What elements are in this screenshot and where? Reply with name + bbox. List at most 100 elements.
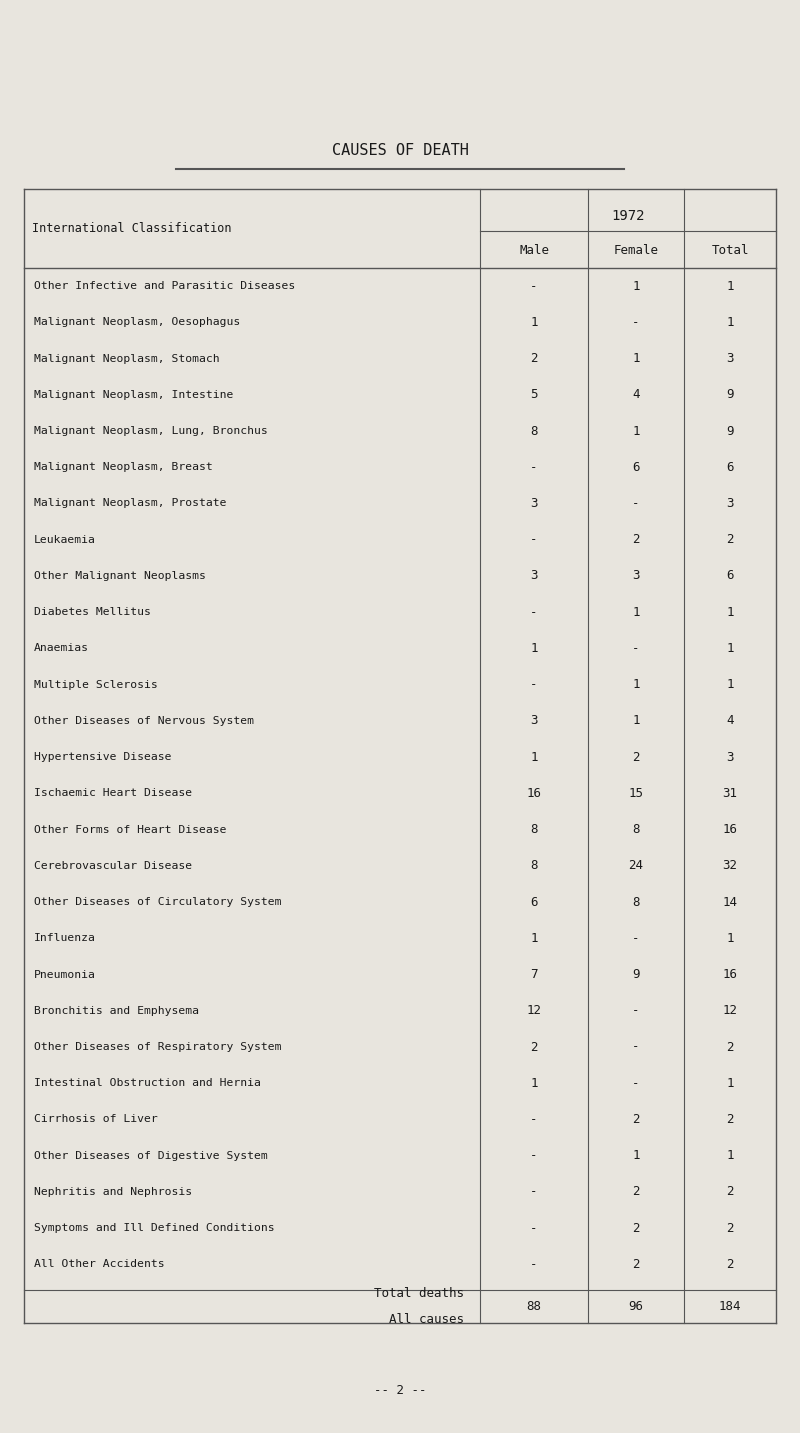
Text: 1: 1: [632, 1149, 640, 1162]
Text: 3: 3: [530, 715, 538, 728]
Text: 1: 1: [632, 353, 640, 365]
Text: 2: 2: [726, 1258, 734, 1271]
Text: 6: 6: [726, 461, 734, 474]
Text: All causes: All causes: [389, 1313, 464, 1326]
Text: 8: 8: [530, 823, 538, 835]
Text: 16: 16: [722, 823, 738, 835]
Text: 1: 1: [530, 751, 538, 764]
Text: 2: 2: [632, 1113, 640, 1126]
Text: 6: 6: [530, 896, 538, 909]
Text: 1: 1: [726, 1149, 734, 1162]
Text: 15: 15: [629, 787, 643, 800]
Text: 2: 2: [726, 1113, 734, 1126]
Text: 2: 2: [632, 1258, 640, 1271]
Text: 32: 32: [722, 860, 738, 873]
Text: Other Diseases of Nervous System: Other Diseases of Nervous System: [34, 716, 254, 727]
Text: Malignant Neoplasm, Stomach: Malignant Neoplasm, Stomach: [34, 354, 219, 364]
Text: CAUSES OF DEATH: CAUSES OF DEATH: [331, 143, 469, 158]
Text: 2: 2: [530, 353, 538, 365]
Text: 16: 16: [722, 969, 738, 982]
Text: -- 2 --: -- 2 --: [374, 1383, 426, 1397]
Text: 9: 9: [632, 969, 640, 982]
Text: Pneumonia: Pneumonia: [34, 970, 95, 980]
Text: -: -: [632, 1005, 640, 1017]
Text: 3: 3: [726, 353, 734, 365]
Text: Symptoms and Ill Defined Conditions: Symptoms and Ill Defined Conditions: [34, 1224, 274, 1234]
Text: 9: 9: [726, 388, 734, 401]
Text: -: -: [530, 533, 538, 546]
Text: -: -: [632, 931, 640, 944]
Text: Total deaths: Total deaths: [374, 1287, 464, 1300]
Text: -: -: [530, 678, 538, 691]
Text: 3: 3: [632, 569, 640, 582]
Text: 31: 31: [722, 787, 738, 800]
Text: 5: 5: [530, 388, 538, 401]
Text: International Classification: International Classification: [32, 222, 231, 235]
Text: Other Forms of Heart Disease: Other Forms of Heart Disease: [34, 824, 226, 834]
Text: Leukaemia: Leukaemia: [34, 535, 95, 545]
Text: Malignant Neoplasm, Lung, Bronchus: Malignant Neoplasm, Lung, Bronchus: [34, 426, 267, 436]
Text: Influenza: Influenza: [34, 933, 95, 943]
Text: 1: 1: [726, 931, 734, 944]
Text: Cirrhosis of Liver: Cirrhosis of Liver: [34, 1115, 158, 1125]
Text: Other Diseases of Digestive System: Other Diseases of Digestive System: [34, 1151, 267, 1161]
Text: -: -: [632, 642, 640, 655]
Text: -: -: [530, 461, 538, 474]
Text: 8: 8: [530, 424, 538, 437]
Text: 1: 1: [726, 1076, 734, 1089]
Text: -: -: [530, 1185, 538, 1198]
Text: Intestinal Obstruction and Hernia: Intestinal Obstruction and Hernia: [34, 1078, 261, 1088]
Text: 1: 1: [726, 315, 734, 328]
Text: 1: 1: [530, 642, 538, 655]
Text: 96: 96: [629, 1300, 643, 1313]
Text: 2: 2: [726, 1040, 734, 1053]
Text: 1: 1: [530, 1076, 538, 1089]
Text: Male: Male: [519, 244, 549, 258]
Text: 2: 2: [632, 751, 640, 764]
Text: Total: Total: [711, 244, 749, 258]
Text: 1: 1: [632, 606, 640, 619]
Text: 3: 3: [530, 497, 538, 510]
Text: 14: 14: [722, 896, 738, 909]
Text: 8: 8: [530, 860, 538, 873]
Text: 16: 16: [526, 787, 542, 800]
Text: 1: 1: [530, 931, 538, 944]
Text: 8: 8: [632, 823, 640, 835]
Text: 6: 6: [632, 461, 640, 474]
Text: 1: 1: [726, 678, 734, 691]
Text: Malignant Neoplasm, Oesophagus: Malignant Neoplasm, Oesophagus: [34, 317, 240, 327]
Text: 184: 184: [718, 1300, 742, 1313]
Text: -: -: [530, 279, 538, 292]
Text: 12: 12: [722, 1005, 738, 1017]
Text: -: -: [632, 497, 640, 510]
Text: -: -: [530, 1113, 538, 1126]
Text: 1: 1: [726, 642, 734, 655]
Text: 1: 1: [632, 678, 640, 691]
Text: Malignant Neoplasm, Prostate: Malignant Neoplasm, Prostate: [34, 499, 226, 509]
Text: 6: 6: [726, 569, 734, 582]
Text: 1: 1: [632, 715, 640, 728]
Text: -: -: [632, 315, 640, 328]
Text: 1: 1: [726, 279, 734, 292]
Text: Anaemias: Anaemias: [34, 643, 89, 653]
Text: Ischaemic Heart Disease: Ischaemic Heart Disease: [34, 788, 192, 798]
Text: -: -: [530, 1222, 538, 1235]
Text: 2: 2: [632, 1185, 640, 1198]
Text: 2: 2: [726, 1222, 734, 1235]
Text: Hypertensive Disease: Hypertensive Disease: [34, 752, 171, 762]
Text: Other Diseases of Respiratory System: Other Diseases of Respiratory System: [34, 1042, 281, 1052]
Text: 4: 4: [726, 715, 734, 728]
Text: 24: 24: [629, 860, 643, 873]
Text: -: -: [632, 1040, 640, 1053]
Text: 12: 12: [526, 1005, 542, 1017]
Text: Other Infective and Parasitic Diseases: Other Infective and Parasitic Diseases: [34, 281, 295, 291]
Text: 88: 88: [526, 1300, 542, 1313]
Text: 2: 2: [632, 533, 640, 546]
Text: All Other Accidents: All Other Accidents: [34, 1260, 164, 1270]
Text: 7: 7: [530, 969, 538, 982]
Text: 1: 1: [726, 606, 734, 619]
Text: 3: 3: [726, 497, 734, 510]
Text: 1972: 1972: [611, 209, 645, 224]
Text: Nephritis and Nephrosis: Nephritis and Nephrosis: [34, 1187, 192, 1197]
Text: 2: 2: [530, 1040, 538, 1053]
